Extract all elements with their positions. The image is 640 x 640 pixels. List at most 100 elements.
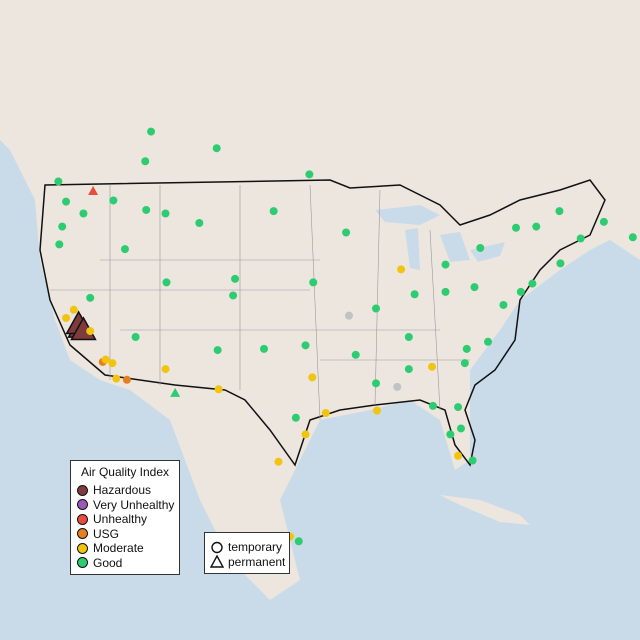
- site-marker-good[interactable]: [351, 350, 360, 359]
- site-marker-good[interactable]: [109, 196, 118, 205]
- triangle-icon: [210, 555, 224, 568]
- site-marker-moderate[interactable]: [62, 314, 71, 322]
- very-unhealthy-swatch: [77, 499, 88, 511]
- site-marker-good[interactable]: [260, 344, 268, 353]
- site-marker-good[interactable]: [462, 344, 471, 353]
- state-borders: [50, 184, 470, 421]
- land-north-america: [0, 0, 640, 600]
- site-marker-good[interactable]: [410, 290, 419, 299]
- site-marker-good[interactable]: [54, 177, 63, 186]
- site-marker-good[interactable]: [555, 207, 564, 216]
- site-marker-good[interactable]: [556, 259, 565, 268]
- site-marker-moderate[interactable]: [112, 374, 121, 383]
- site-marker-good[interactable]: [291, 413, 300, 422]
- us-border: [39, 179, 606, 467]
- site-marker-moderate[interactable]: [454, 451, 463, 460]
- site-marker-good[interactable]: [305, 170, 314, 179]
- site-marker-good[interactable]: [212, 144, 221, 153]
- site-marker-good[interactable]: [470, 283, 479, 292]
- site-marker-moderate[interactable]: [428, 362, 436, 371]
- site-marker-good[interactable]: [512, 223, 520, 232]
- site-marker-good[interactable]: [162, 278, 171, 287]
- site-marker-moderate[interactable]: [101, 355, 110, 364]
- site-marker-good[interactable]: [460, 359, 469, 368]
- site-marker-good[interactable]: [532, 222, 541, 231]
- legend-item-hazardous: Hazardous: [77, 483, 179, 498]
- circle-icon: [211, 541, 223, 553]
- legend-label-usg: USG: [93, 526, 120, 541]
- site-marker-moderate[interactable]: [108, 359, 117, 368]
- aqi-legend-title: Air Quality Index: [80, 465, 170, 479]
- site-marker-good[interactable]: [170, 387, 181, 397]
- aqi-legend: Air Quality Index Hazardous Very Unhealth…: [70, 460, 180, 575]
- site-marker-no-data[interactable]: [393, 382, 402, 391]
- site-marker-good[interactable]: [342, 228, 351, 237]
- legend-item-permanent: permanent: [210, 555, 289, 570]
- site-marker-good[interactable]: [468, 456, 477, 465]
- site-marker-unhealthy[interactable]: [88, 185, 99, 195]
- site-marker-good[interactable]: [441, 260, 450, 269]
- site-marker-good[interactable]: [528, 279, 537, 288]
- site-marker-no-data[interactable]: [344, 311, 353, 320]
- moderate-swatch: [77, 542, 88, 554]
- site-marker-good[interactable]: [79, 209, 88, 218]
- legend-label-good: Good: [93, 555, 123, 570]
- site-marker-good[interactable]: [301, 341, 310, 350]
- site-marker-moderate[interactable]: [69, 305, 78, 314]
- legend-label-permanent: permanent: [228, 554, 286, 569]
- site-marker-good[interactable]: [55, 240, 64, 249]
- site-marker-good[interactable]: [428, 401, 437, 410]
- site-marker-good[interactable]: [628, 233, 637, 242]
- site-marker-good[interactable]: [195, 219, 204, 227]
- legend-item-moderate: Moderate: [77, 541, 179, 556]
- legend-label-hazardous: Hazardous: [93, 483, 152, 498]
- site-marker-good[interactable]: [231, 274, 240, 283]
- legend-label-unhealthy: Unhealthy: [93, 512, 148, 527]
- legend-label-moderate: Moderate: [93, 541, 144, 556]
- site-marker-good[interactable]: [499, 300, 508, 309]
- site-marker-good[interactable]: [404, 365, 413, 374]
- site-marker-good[interactable]: [372, 304, 380, 313]
- site-marker-good[interactable]: [404, 333, 413, 341]
- site-marker-good[interactable]: [576, 234, 585, 243]
- site-marker-good[interactable]: [456, 424, 465, 433]
- site-marker-usg[interactable]: [122, 375, 131, 384]
- site-marker-moderate[interactable]: [397, 265, 406, 274]
- site-marker-good[interactable]: [516, 287, 525, 296]
- site-marker-moderate[interactable]: [308, 373, 317, 382]
- legend-label-very-unhealthy: Very Unhealthy: [93, 497, 175, 512]
- legend-item-very-unhealthy: Very Unhealthy: [77, 498, 179, 513]
- site-marker-moderate[interactable]: [321, 409, 330, 417]
- site-marker-good[interactable]: [294, 537, 303, 546]
- good-swatch: [77, 557, 88, 569]
- site-marker-good[interactable]: [229, 291, 238, 300]
- site-marker-good[interactable]: [62, 197, 71, 206]
- site-marker-good[interactable]: [120, 245, 129, 254]
- site-marker-good[interactable]: [142, 205, 151, 214]
- site-marker-good[interactable]: [131, 333, 140, 341]
- site-marker-moderate[interactable]: [214, 385, 223, 394]
- site-marker-good[interactable]: [446, 430, 455, 439]
- great-lakes: [375, 205, 505, 270]
- site-marker-good[interactable]: [454, 403, 463, 412]
- site-marker-good[interactable]: [484, 337, 492, 346]
- site-marker-good[interactable]: [309, 278, 318, 287]
- site-marker-good[interactable]: [269, 207, 278, 216]
- site-marker-moderate[interactable]: [86, 327, 95, 336]
- site-marker-good[interactable]: [372, 379, 380, 388]
- site-marker-good[interactable]: [86, 293, 95, 302]
- site-marker-good[interactable]: [141, 157, 150, 166]
- site-marker-moderate[interactable]: [161, 365, 170, 374]
- site-marker-good[interactable]: [599, 217, 608, 226]
- site-marker-good[interactable]: [441, 287, 450, 296]
- site-marker-moderate[interactable]: [372, 406, 381, 415]
- legend-item-unhealthy: Unhealthy: [77, 512, 179, 527]
- site-marker-good[interactable]: [213, 346, 222, 355]
- site-marker-good[interactable]: [58, 222, 67, 231]
- site-marker-good[interactable]: [161, 209, 170, 218]
- site-marker-good[interactable]: [476, 243, 485, 252]
- site-marker-moderate[interactable]: [274, 457, 283, 466]
- land-cuba: [440, 495, 530, 525]
- site-marker-moderate[interactable]: [301, 430, 310, 439]
- site-marker-good[interactable]: [147, 127, 156, 136]
